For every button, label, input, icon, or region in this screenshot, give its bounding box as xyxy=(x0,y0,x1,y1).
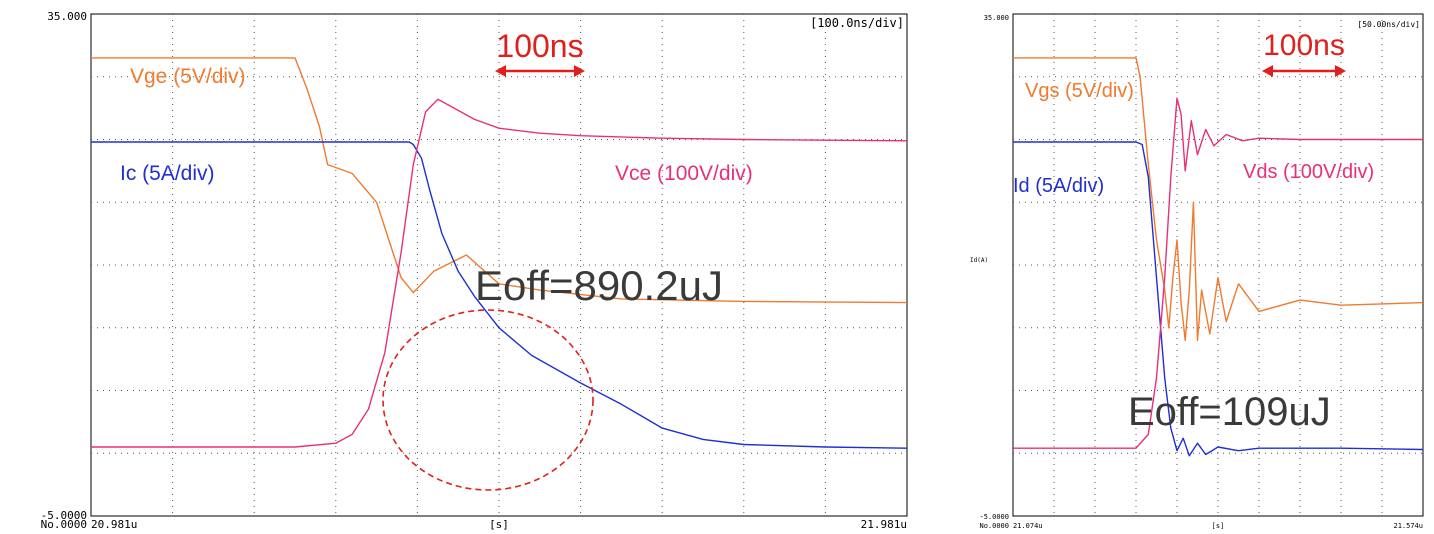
energy-loss-label: Eoff=890.2uJ xyxy=(475,262,723,309)
series-line-3 xyxy=(1013,97,1423,449)
time-scale-arrow-left-head xyxy=(495,65,506,77)
x-unit-label: [s] xyxy=(489,518,509,531)
time-scale-label: 100ns xyxy=(496,28,583,64)
series-label-2: Id (5A/div) xyxy=(1013,175,1104,197)
series-label-1: Vgs (5V/div) xyxy=(1025,80,1134,102)
series-line-1 xyxy=(91,57,908,304)
timebase-label: [100.0ns/div] xyxy=(810,16,904,30)
y-top-tick-label: 35.000 xyxy=(984,14,1009,22)
record-number-label: No.0000 xyxy=(41,518,87,531)
x-end-tick-label: 21.574u xyxy=(1393,522,1423,530)
x-start-tick-label: 20.981u xyxy=(91,518,137,531)
y-bottom-tick-label: -5.0000 xyxy=(979,513,1009,521)
time-scale-arrow-right-head xyxy=(574,65,585,77)
y-top-tick-label: 35.000 xyxy=(47,10,87,23)
time-scale-arrow-right-head xyxy=(1335,65,1346,77)
series-label-3: Vds (100V/div) xyxy=(1243,161,1374,183)
x-start-tick-label: 21.074u xyxy=(1013,522,1043,530)
timebase-label: [50.00ns/div] xyxy=(1357,20,1420,29)
turn-off-region-highlight xyxy=(382,309,594,491)
record-number-label: No.0000 xyxy=(979,522,1009,530)
series-line-3 xyxy=(91,98,908,448)
time-scale-label: 100ns xyxy=(1263,29,1345,62)
series-line-2 xyxy=(91,141,908,449)
x-unit-label: [s] xyxy=(1212,522,1225,530)
series-line-1 xyxy=(1013,57,1424,341)
x-end-tick-label: 21.981u xyxy=(861,518,907,531)
time-scale-arrow-left-head xyxy=(1262,65,1273,77)
series-label-1: Vge (5V/div) xyxy=(130,65,246,88)
y-axis-label: Id(A) xyxy=(970,257,988,264)
series-label-3: Vce (100V/div) xyxy=(615,162,753,185)
series-line-2 xyxy=(1013,141,1424,457)
y-bottom-tick-label: -5.0000 xyxy=(41,509,87,522)
energy-loss-label: Eoff=109uJ xyxy=(1128,390,1331,434)
series-label-2: Ic (5A/div) xyxy=(120,162,215,185)
